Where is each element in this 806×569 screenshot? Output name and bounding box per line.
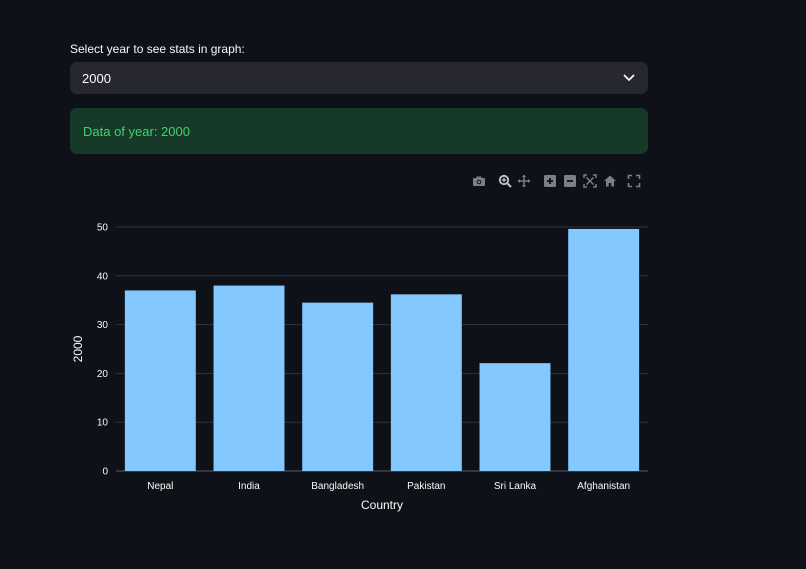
chart-modebar <box>468 172 648 192</box>
x-tick-label: Pakistan <box>407 481 445 492</box>
zoom-icon[interactable] <box>496 172 514 190</box>
year-select-label: Select year to see stats in graph: <box>70 42 245 56</box>
bar-nepal <box>124 290 196 471</box>
year-select-value: 2000 <box>82 70 111 86</box>
bar-afghanistan <box>568 228 640 471</box>
chevron-down-icon <box>622 71 636 85</box>
year-select[interactable]: 2000 <box>70 62 648 94</box>
bar-pakistan <box>390 294 462 471</box>
y-tick-label: 10 <box>97 418 109 429</box>
x-tick-label: Nepal <box>147 481 173 492</box>
success-alert: Data of year: 2000 <box>70 108 648 154</box>
success-alert-text: Data of year: 2000 <box>83 123 190 139</box>
zoom-in-icon[interactable] <box>541 172 559 190</box>
pan-icon[interactable] <box>515 172 533 190</box>
zoom-out-icon[interactable] <box>561 172 579 190</box>
bar-sri-lanka <box>479 363 551 471</box>
y-tick-label: 40 <box>97 271 109 282</box>
bar-india <box>213 285 285 471</box>
camera-icon[interactable] <box>470 172 488 190</box>
x-axis-title: Country <box>361 498 403 512</box>
autoscale-icon[interactable] <box>581 172 599 190</box>
x-tick-label: India <box>238 481 260 492</box>
y-axis-title: 2000 <box>71 335 85 362</box>
y-tick-label: 50 <box>97 223 109 234</box>
x-tick-label: Sri Lanka <box>494 481 537 492</box>
fullscreen-icon[interactable] <box>625 172 643 190</box>
x-tick-label: Afghanistan <box>577 481 630 492</box>
y-tick-label: 0 <box>102 467 108 478</box>
bar-bangladesh <box>302 302 374 471</box>
y-tick-label: 30 <box>97 320 109 331</box>
x-tick-label: Bangladesh <box>311 481 364 492</box>
y-tick-label: 20 <box>97 369 109 380</box>
home-icon[interactable] <box>601 172 619 190</box>
